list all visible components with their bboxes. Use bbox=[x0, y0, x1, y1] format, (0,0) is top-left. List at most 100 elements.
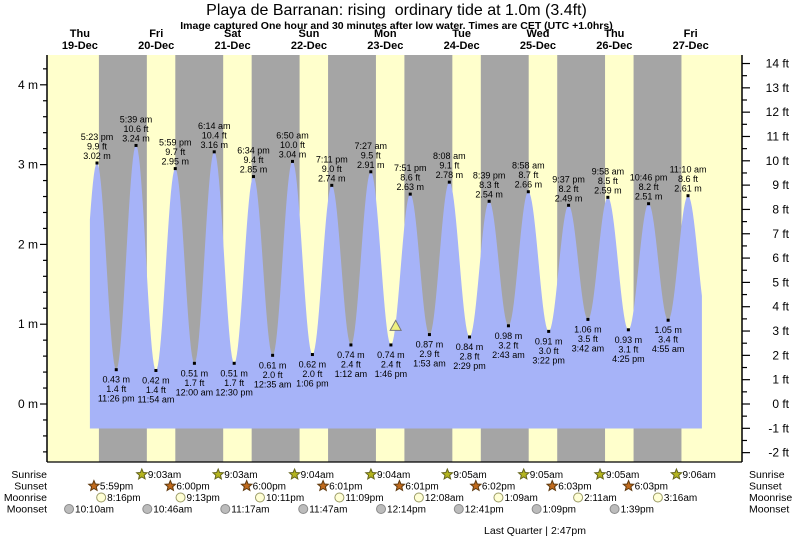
tide-dot bbox=[95, 161, 99, 165]
high-tide-time-label: 5:59 pm bbox=[159, 138, 192, 148]
moonrise-circle-icon bbox=[96, 492, 107, 503]
high-tide-m-label: 2.54 m bbox=[475, 189, 503, 199]
low-tide-ft-label: 2.0 ft bbox=[302, 369, 323, 379]
day-label: Sat bbox=[224, 28, 241, 40]
moonrise-circle-icon bbox=[652, 492, 663, 503]
low-tide-time-label: 3:22 pm bbox=[532, 355, 565, 365]
low-tide-ft-label: 1.7 ft bbox=[224, 378, 245, 388]
left-axis-tick-label: 2 m bbox=[18, 237, 38, 251]
high-tide-ft-label: 10.0 ft bbox=[280, 140, 306, 150]
low-tide-m-label: 0.84 m bbox=[456, 342, 484, 352]
astro-time-label: 2:11am bbox=[584, 493, 617, 504]
high-tide-m-label: 2.51 m bbox=[635, 192, 663, 202]
tide-dot bbox=[271, 353, 275, 357]
day-date-label: 22-Dec bbox=[291, 40, 327, 52]
high-tide-ft-label: 8.5 ft bbox=[598, 176, 619, 186]
high-tide-m-label: 2.74 m bbox=[318, 173, 346, 183]
astro-time-label: 1:39pm bbox=[621, 505, 654, 516]
tide-dot bbox=[251, 175, 255, 179]
low-tide-ft-label: 2.0 ft bbox=[263, 370, 284, 380]
day-label: Fri bbox=[149, 28, 163, 40]
astro-time-label: 9:04am bbox=[377, 470, 410, 481]
high-tide-time-label: 6:50 am bbox=[276, 130, 309, 140]
sunrise-star-icon bbox=[288, 467, 302, 480]
day-date-label: 23-Dec bbox=[367, 40, 403, 52]
tide-water-area bbox=[89, 145, 702, 429]
tide-dot bbox=[547, 329, 551, 333]
astro-time-label: 9:05am bbox=[606, 470, 639, 481]
low-tide-m-label: 0.51 m bbox=[220, 368, 248, 378]
low-tide-time-label: 1:46 pm bbox=[375, 369, 408, 379]
tide-dot bbox=[232, 361, 236, 365]
low-tide-time-label: 12:30 pm bbox=[215, 387, 253, 397]
high-tide-time-label: 5:39 am bbox=[120, 114, 153, 124]
astro-time-label: 1:09pm bbox=[543, 505, 576, 516]
astro-time-label: 6:03pm bbox=[558, 482, 591, 493]
moonset-circle-icon bbox=[609, 504, 620, 514]
tide-dot bbox=[369, 170, 373, 174]
low-tide-m-label: 0.61 m bbox=[259, 360, 287, 370]
left-axis-tick-label: 3 m bbox=[18, 158, 38, 172]
high-tide-time-label: 8:39 pm bbox=[473, 170, 506, 180]
high-tide-time-label: 7:27 am bbox=[355, 141, 388, 151]
low-tide-m-label: 0.87 m bbox=[416, 340, 444, 350]
high-tide-time-label: 8:08 am bbox=[433, 151, 466, 161]
day-label: Tue bbox=[452, 28, 471, 40]
high-tide-m-label: 2.91 m bbox=[357, 160, 385, 170]
high-tide-m-label: 3.02 m bbox=[83, 151, 111, 161]
low-tide-time-label: 11:26 pm bbox=[98, 394, 135, 404]
astro-time-label: 6:00pm bbox=[253, 482, 286, 493]
low-tide-ft-label: 2.4 ft bbox=[341, 359, 362, 369]
sunset-star-icon bbox=[392, 479, 406, 492]
astro-time-label: 8:16pm bbox=[107, 493, 140, 504]
tide-dot bbox=[154, 368, 158, 372]
moonset-circle-icon bbox=[298, 504, 309, 514]
tide-dot bbox=[626, 328, 630, 332]
tide-dot bbox=[506, 324, 510, 328]
low-tide-time-label: 1:53 am bbox=[413, 359, 446, 369]
low-tide-ft-label: 2.8 ft bbox=[460, 351, 481, 361]
low-tide-time-label: 2:43 am bbox=[492, 350, 525, 360]
low-tide-ft-label: 2.9 ft bbox=[419, 349, 440, 359]
low-tide-m-label: 0.62 m bbox=[299, 360, 327, 370]
tide-dot bbox=[487, 199, 491, 203]
astro-time-label: 12:14pm bbox=[387, 505, 426, 516]
current-position-marker-icon bbox=[389, 319, 403, 331]
tide-dot bbox=[408, 192, 412, 196]
right-axis-tick-label: 2 ft bbox=[772, 348, 789, 362]
high-tide-time-label: 7:51 pm bbox=[394, 163, 427, 173]
astro-time-label: 11:09pm bbox=[345, 493, 383, 504]
high-tide-time-label: 6:14 am bbox=[198, 121, 231, 131]
high-tide-time-label: 11:10 am bbox=[670, 165, 707, 175]
astro-time-label: 6:03pm bbox=[635, 482, 668, 493]
sunrise-star-icon bbox=[669, 467, 683, 480]
astro-time-label: 6:01pm bbox=[329, 482, 362, 493]
right-axis-tick-label: 6 ft bbox=[772, 251, 789, 265]
right-axis-tick-label: 14 ft bbox=[766, 57, 790, 71]
astro-time-label: 12:08am bbox=[425, 493, 464, 504]
moonrise-circle-icon bbox=[254, 492, 265, 503]
left-axis-tick-label: 0 m bbox=[18, 397, 38, 411]
tide-dot bbox=[389, 343, 393, 347]
right-axis-tick-label: 0 ft bbox=[772, 397, 789, 411]
astro-row-label-left: Moonset bbox=[7, 504, 47, 516]
tide-dot bbox=[173, 167, 177, 171]
tide-dot bbox=[290, 159, 294, 163]
right-axis-tick-label: 4 ft bbox=[772, 300, 789, 314]
tide-dot bbox=[330, 183, 334, 187]
astro-row-label-right: Moonrise bbox=[749, 492, 792, 504]
high-tide-m-label: 2.66 m bbox=[515, 180, 543, 190]
page-subtitle: Image captured One hour and 30 minutes a… bbox=[180, 20, 613, 32]
day-label: Thu bbox=[604, 28, 624, 40]
astro-time-label: 6:00pm bbox=[176, 482, 209, 493]
astro-time-label: 9:05am bbox=[530, 470, 563, 481]
sunrise-star-icon bbox=[135, 467, 149, 480]
high-tide-ft-label: 9.7 ft bbox=[165, 147, 186, 157]
sunrise-star-icon bbox=[517, 467, 531, 480]
low-tide-time-label: 12:00 am bbox=[176, 387, 214, 397]
astro-time-label: 6:02pm bbox=[482, 482, 515, 493]
low-tide-m-label: 0.98 m bbox=[495, 331, 523, 341]
moonset-circle-icon bbox=[64, 504, 75, 514]
tide-dot bbox=[666, 318, 670, 322]
day-date-label: 24-Dec bbox=[444, 40, 480, 52]
